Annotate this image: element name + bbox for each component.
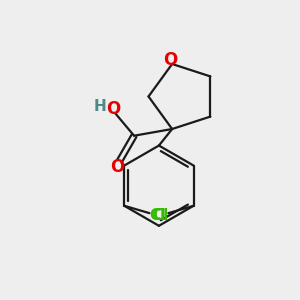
Text: O: O [163,51,177,69]
Text: O: O [106,100,121,118]
Text: Cl: Cl [149,208,165,223]
Text: O: O [111,158,125,176]
Text: H: H [93,99,106,114]
Text: Cl: Cl [153,208,169,223]
